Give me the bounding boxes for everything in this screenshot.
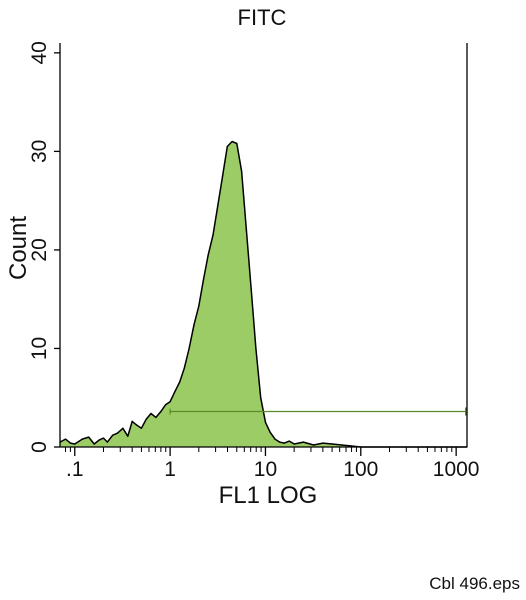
histogram-point [260, 397, 262, 399]
histogram-point [341, 444, 343, 446]
chart-title: FITC [238, 5, 287, 30]
histogram-point [93, 443, 95, 445]
histogram-point [165, 404, 167, 406]
y-tick-label: 20 [28, 238, 51, 261]
histogram-point [88, 436, 90, 438]
histogram-point [198, 305, 200, 307]
histogram-point [226, 145, 228, 148]
x-tick-label: 100 [343, 458, 378, 481]
histogram-point [155, 416, 157, 418]
x-tick-label: 1000 [433, 458, 480, 481]
histogram-point [106, 441, 108, 443]
histogram-point [217, 205, 219, 207]
histogram-point [236, 142, 238, 145]
y-tick-label: 0 [28, 441, 51, 453]
y-tick-label: 40 [28, 41, 51, 64]
y-tick-label: 30 [28, 140, 51, 163]
histogram-point [279, 441, 281, 443]
y-axis-label: Count [5, 216, 32, 280]
histogram-point [351, 445, 353, 447]
histogram-point [102, 437, 105, 439]
footer-filename: Cbl 496.eps [429, 574, 520, 593]
histogram-point [131, 420, 133, 422]
x-tick-label: 10 [254, 458, 277, 481]
histogram-point [140, 427, 142, 429]
y-tick-label: 10 [28, 337, 51, 360]
histogram-point [160, 410, 162, 413]
x-axis-ticks: .1 1 10 100 1000 [65, 447, 480, 481]
histogram-point [212, 234, 214, 236]
histogram-point [193, 324, 195, 326]
histogram-point [274, 438, 276, 440]
histogram-point [241, 170, 243, 172]
x-tick-label: .1 [66, 458, 84, 481]
histogram-point [250, 288, 252, 290]
histogram-fill [60, 141, 467, 447]
histogram-point [127, 435, 129, 437]
histogram-point [222, 175, 224, 177]
histogram-point [313, 444, 315, 446]
histogram-point [122, 427, 124, 429]
histogram-point [322, 442, 324, 444]
histogram-point [255, 347, 257, 350]
histogram-point [283, 442, 285, 444]
histogram-point [179, 381, 181, 383]
histogram-point [169, 401, 171, 403]
histogram-point [188, 347, 190, 350]
histogram-point [302, 441, 304, 443]
histogram-point [288, 440, 290, 442]
histogram-point [231, 140, 233, 143]
histogram-point [136, 424, 138, 426]
x-axis-label: FL1 LOG [219, 482, 318, 509]
histogram-point [174, 391, 176, 393]
histogram-point [183, 367, 185, 369]
histogram-outline [59, 140, 467, 448]
histogram-point [112, 434, 114, 436]
histogram-point [269, 431, 271, 433]
histogram-point [207, 254, 209, 256]
plot-area [59, 43, 468, 448]
histogram-point [116, 432, 118, 434]
histogram-point [245, 229, 247, 231]
histogram-point [98, 439, 100, 441]
histogram-point [293, 443, 295, 445]
histogram-point [64, 438, 67, 440]
x-tick-label: 1 [164, 458, 176, 481]
histogram-point [331, 443, 333, 445]
histogram-point [264, 421, 267, 423]
histogram-point [81, 438, 83, 440]
histogram-point [202, 278, 205, 281]
histogram-point [150, 412, 152, 415]
histogram-point [74, 443, 76, 445]
histogram-point [145, 418, 147, 420]
y-axis-ticks: 0 10 20 30 40 [28, 41, 60, 453]
histogram-point [69, 442, 71, 444]
